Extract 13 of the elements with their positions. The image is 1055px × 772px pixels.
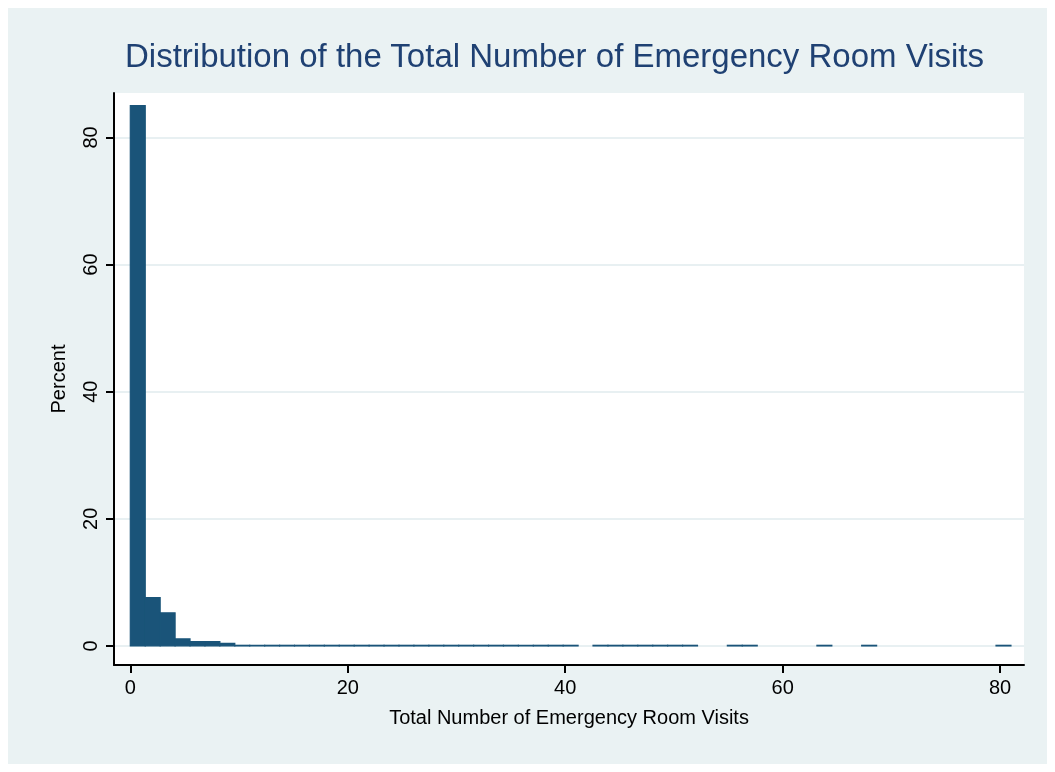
x-tick-label: 40 (554, 676, 577, 698)
y-tick-label: 40 (79, 380, 101, 403)
y-axis-title: Percent (47, 344, 69, 414)
x-tick-label: 0 (124, 676, 136, 698)
x-axis-title: Total Number of Emergency Room Visits (389, 706, 749, 728)
y-tick-label: 80 (79, 126, 101, 149)
x-tick-label: 60 (771, 676, 794, 698)
y-tick-label: 0 (79, 640, 101, 652)
x-tick-label: 80 (988, 676, 1012, 698)
chart-title: Distribution of the Total Number of Emergency Room Visits (125, 37, 984, 74)
y-tick-label: 20 (79, 507, 101, 530)
y-tick-label: 60 (79, 253, 101, 276)
x-tick-label: 20 (336, 676, 359, 698)
